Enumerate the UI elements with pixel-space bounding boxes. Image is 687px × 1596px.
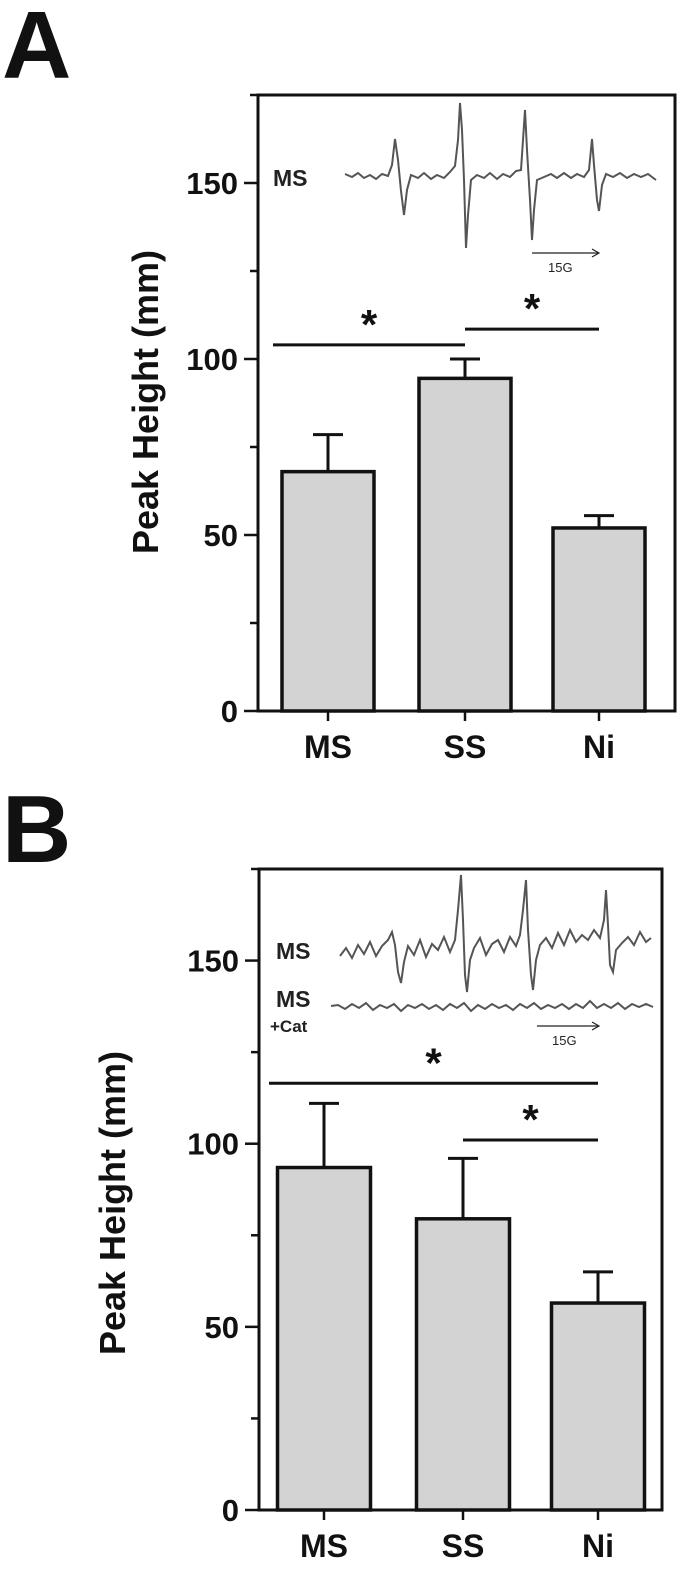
panel-b-x-tick-label-ms: MS xyxy=(300,1528,348,1564)
panel-a-epr-inset: MS 15G xyxy=(273,102,657,275)
panel-a-plot-area: MS SS Ni 0 50 100 150 * * xyxy=(186,93,677,765)
panel-a-label: A xyxy=(2,0,71,99)
panel-a-x-tick-label-ni: Ni xyxy=(583,729,615,765)
panel-b-significance-star-0: * xyxy=(425,1039,442,1086)
panel-a-significance-star-1: * xyxy=(524,285,541,332)
panel-b-epr-trace-ms-cat xyxy=(330,999,654,1013)
panel-b-trace-label-ms: MS xyxy=(276,938,311,964)
panel-a-axes-frame xyxy=(256,93,677,713)
panel-a-scale-label: 15G xyxy=(548,260,573,275)
panel-b-bar-ms xyxy=(275,1165,373,1512)
panel-a-significance-star-0: * xyxy=(361,301,378,348)
panel-b-scale-arrowhead xyxy=(591,1021,601,1031)
panel-b-trace-sublabel-cat: +Cat xyxy=(270,1017,308,1036)
panel-a-x-tick-label-ms: MS xyxy=(304,729,352,765)
panel-b-x-tick-label-ss: SS xyxy=(442,1528,485,1564)
panel-b-y-tick-label-0: 0 xyxy=(222,1493,239,1528)
panel-a: A Peak Height (mm) MS SS Ni 0 50 100 150 * * MS … xyxy=(2,0,677,765)
panel-a-bar-ni xyxy=(551,526,647,713)
panel-a-y-tick-label-0: 0 xyxy=(221,694,238,729)
panel-a-x-tick-label-ss: SS xyxy=(444,729,487,765)
panel-b-plot-area: MS SS Ni 0 50 100 150 * * xyxy=(187,867,664,1564)
panel-b-epr-inset: MS MS +Cat 15G xyxy=(270,874,654,1048)
panel-a-epr-trace-ms xyxy=(344,102,657,249)
panel-a-y-tick-label-50: 50 xyxy=(204,518,238,553)
panel-a-bar-ms xyxy=(280,469,376,713)
panel-b-bar-ss xyxy=(414,1217,512,1512)
panel-b-trace-label-ms-cat: MS xyxy=(276,986,311,1012)
panel-b-y-tick-label-100: 100 xyxy=(187,1127,239,1162)
panel-a-bar-ss xyxy=(417,376,513,713)
panel-b-epr-trace-ms xyxy=(339,874,652,993)
panel-b-bar-ni xyxy=(549,1301,647,1512)
panel-b-label: B xyxy=(2,776,71,883)
panel-a-y-axis-title: Peak Height (mm) xyxy=(125,250,166,554)
panel-b-significance-star-1: * xyxy=(522,1096,539,1143)
panel-b-y-tick-label-50: 50 xyxy=(205,1310,239,1345)
panel-b-y-tick-label-150: 150 xyxy=(187,944,239,979)
panel-b-y-axis-title: Peak Height (mm) xyxy=(92,1051,133,1355)
panel-b-axes-frame xyxy=(257,867,664,1512)
panel-a-y-tick-label-100: 100 xyxy=(186,342,238,377)
panel-a-scale-arrowhead xyxy=(591,248,601,258)
panel-b-x-tick-label-ni: Ni xyxy=(582,1528,614,1564)
panel-b-scale-label: 15G xyxy=(552,1033,577,1048)
panel-b: B Peak Height (mm) MS SS Ni 0 50 100 150 * * MS … xyxy=(2,776,664,1564)
panel-a-trace-label-ms: MS xyxy=(273,165,308,191)
panel-a-y-tick-label-150: 150 xyxy=(186,166,238,201)
